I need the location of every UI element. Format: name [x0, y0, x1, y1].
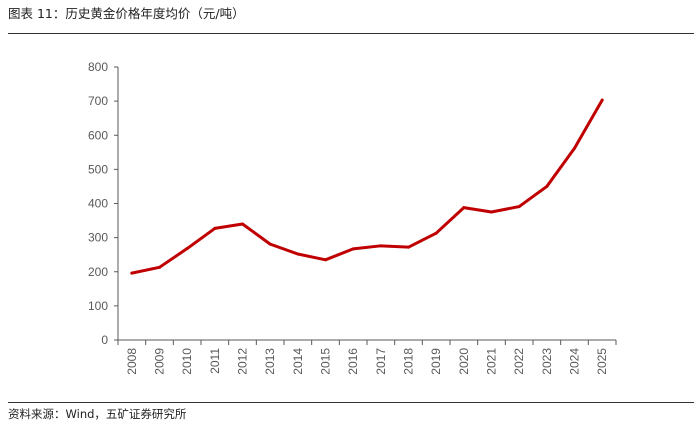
data-point: [545, 184, 549, 188]
x-tick-label: 2008: [125, 348, 139, 375]
figure-title: 图表 11：历史黄金价格年度均价（元/吨）: [8, 6, 245, 21]
y-tick-label: 200: [88, 265, 108, 279]
x-tick-label: 2025: [595, 348, 609, 375]
top-rule: [8, 33, 694, 34]
data-point: [517, 205, 521, 209]
data-point: [296, 252, 300, 256]
x-tick-label: 2018: [402, 348, 416, 375]
x-tick-label: 2014: [291, 348, 305, 375]
y-tick-label: 700: [88, 94, 108, 108]
y-tick-label: 500: [88, 162, 108, 176]
data-point: [130, 271, 134, 275]
x-axis: 2008 2009 2010 2011 2012 2013 2014 2015 2016 2017…: [117, 339, 617, 375]
y-tick-label: 100: [88, 299, 108, 313]
data-point: [324, 258, 327, 262]
x-tick-label: 2010: [180, 348, 194, 375]
y-tick-label: 300: [88, 231, 108, 245]
data-point: [462, 206, 466, 210]
y-tick-label: 800: [88, 60, 108, 74]
data-point: [490, 210, 493, 214]
x-tick-label: 2023: [540, 348, 554, 375]
data-point: [241, 222, 244, 226]
x-tick-label: 2012: [236, 348, 250, 375]
data-point: [434, 231, 438, 235]
data-point: [379, 244, 383, 248]
data-point: [573, 146, 576, 150]
data-point: [213, 226, 217, 230]
x-tick-label: 2022: [512, 348, 526, 375]
data-point: [158, 265, 161, 269]
x-tick-label: 2021: [485, 348, 499, 375]
data-point: [185, 247, 189, 251]
x-tick-label: 2015: [319, 348, 333, 375]
data-point: [268, 242, 272, 246]
x-tick-label: 2017: [374, 348, 388, 375]
x-tick-label: 2024: [568, 348, 582, 375]
y-axis: 0 100 200 300 400 500 600 700 800: [88, 60, 119, 347]
series-line-0: [130, 98, 604, 275]
x-tick-label: 2011: [208, 348, 222, 374]
y-tick-label: 0: [101, 333, 108, 347]
x-tick-label: 2013: [263, 348, 277, 375]
x-tick-label: 2016: [346, 348, 360, 375]
y-tick-label: 600: [88, 128, 108, 142]
bottom-rule: [8, 402, 694, 403]
source-note: 资料来源：Wind，五矿证券研究所: [8, 407, 187, 421]
x-tick-label: 2019: [429, 348, 443, 375]
data-point: [600, 98, 604, 102]
y-tick-label: 400: [88, 197, 108, 211]
x-tick-label: 2020: [457, 348, 471, 375]
data-point: [407, 245, 410, 249]
x-tick-label: 2009: [153, 348, 167, 375]
data-point: [351, 247, 355, 251]
series-layer: [130, 98, 604, 275]
